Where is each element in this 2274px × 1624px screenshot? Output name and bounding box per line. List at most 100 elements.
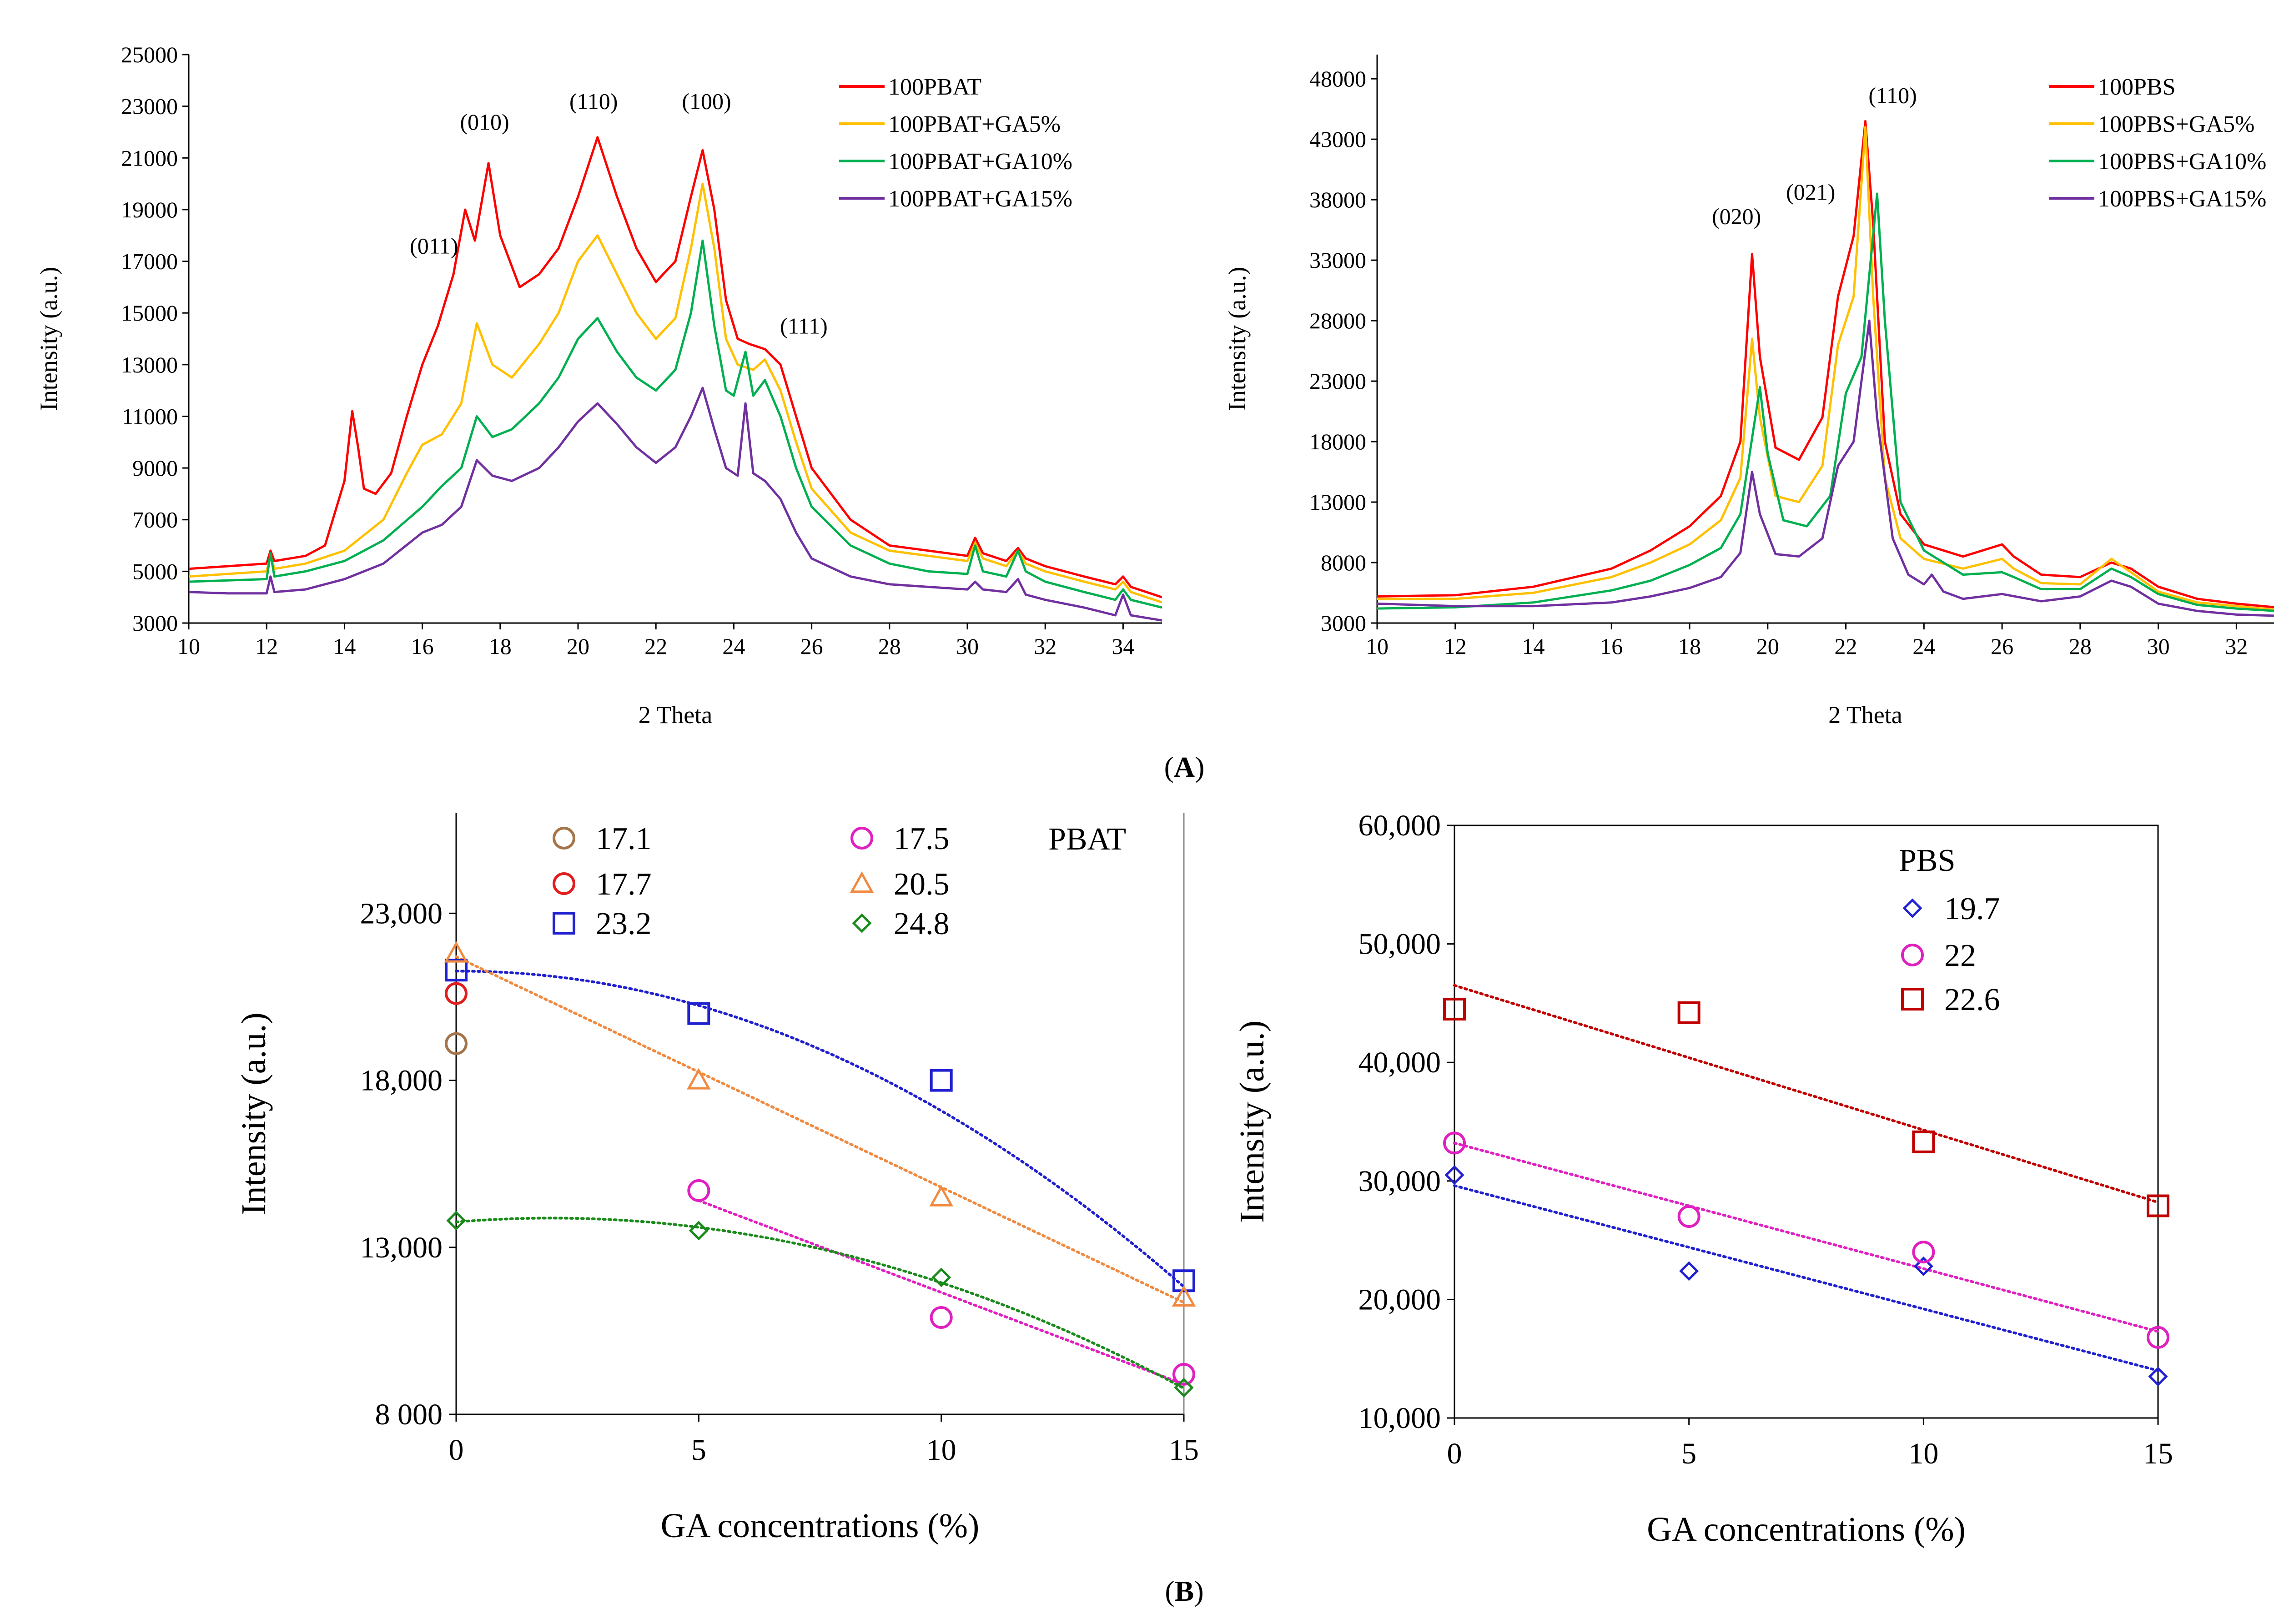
- x-tick-label: 14: [1522, 634, 1545, 659]
- data-point: [553, 872, 575, 895]
- data-point: [1443, 1131, 1466, 1155]
- trend-line: [1453, 984, 2159, 1204]
- data-point: [553, 912, 575, 935]
- x-tick-label: 18: [489, 634, 512, 659]
- plot-frame: [1454, 825, 2159, 1419]
- x-tick-label: 18: [1678, 634, 1701, 659]
- x-tick-label: 26: [1991, 634, 2013, 659]
- data-point: [687, 1002, 710, 1025]
- y-tick-label: 28000: [1309, 308, 1366, 333]
- y-axis-title: Intensity (a.u.): [235, 1012, 273, 1215]
- x-tick-label: 20: [567, 634, 589, 659]
- x-tick-label: 24: [1912, 634, 1935, 659]
- trend-line: [455, 955, 1185, 1304]
- x-axis-title: 2 Theta: [1828, 701, 1902, 729]
- x-tick-label: 30: [2147, 634, 2170, 659]
- y-tick-label: 25000: [121, 42, 178, 67]
- data-point: [445, 1032, 468, 1055]
- legend-label: 24.8: [894, 906, 950, 941]
- x-tick-label: 0: [449, 1433, 464, 1467]
- panel-label-a: (A): [1164, 751, 1205, 783]
- legend-label: 22: [1944, 938, 1976, 973]
- data-point: [2147, 1326, 2169, 1349]
- chart-title: PBAT: [1048, 822, 1126, 857]
- x-tick-label: 12: [1444, 634, 1467, 659]
- data-point: [852, 913, 872, 933]
- peak-annotation: (110): [569, 88, 618, 114]
- x-tick-label: 5: [691, 1433, 706, 1467]
- y-tick-label: 3000: [132, 610, 178, 636]
- series-line: [189, 239, 1162, 609]
- legend-label: 100PBAT+GA5%: [888, 111, 1061, 137]
- y-axis-title: Intensity (a.u.): [1223, 267, 1251, 411]
- x-tick-label: 5: [1681, 1437, 1696, 1470]
- chart-intensity-pbat: 8 000 13,000 18,000 23,000 0 5 10 15 GA concentr…: [235, 813, 1199, 1545]
- series-line: [189, 182, 1162, 603]
- legend-label: 100PBS+GA10%: [2098, 149, 2266, 175]
- series-line: [1377, 126, 2274, 611]
- data-point: [1901, 988, 1924, 1011]
- data-point: [444, 941, 468, 963]
- x-axis-title: GA concentrations (%): [661, 1507, 980, 1545]
- y-tick-label: 5000: [132, 558, 178, 584]
- x-tick-label: 10: [177, 634, 200, 659]
- y-tick-label: 50,000: [1358, 928, 1441, 961]
- data-point: [687, 1179, 710, 1202]
- x-tick-label: 26: [800, 634, 823, 659]
- data-point: [689, 1221, 709, 1241]
- y-tick-label: 9000: [132, 455, 178, 481]
- data-point: [1901, 944, 1924, 966]
- data-point: [1912, 1241, 1935, 1264]
- data-point: [1912, 1130, 1935, 1153]
- legend-label: 17.5: [894, 821, 950, 856]
- x-tick-label: 15: [2143, 1437, 2173, 1470]
- y-tick-label: 33000: [1309, 247, 1366, 273]
- x-tick-label: 20: [1756, 634, 1779, 659]
- legend-label: 100PBS+GA5%: [2098, 111, 2254, 137]
- y-tick-label: 48000: [1309, 66, 1366, 91]
- x-axis-title: 2 Theta: [639, 701, 712, 729]
- y-tick-label: 60,000: [1358, 809, 1441, 842]
- x-tick-label: 14: [333, 634, 356, 659]
- x-tick-label: 34: [1112, 634, 1134, 659]
- chart-xrd-pbat: 3000 5000 7000 9000 11000 13000 15000 17000 1900…: [35, 42, 1162, 729]
- x-tick-label: 0: [1447, 1437, 1462, 1470]
- series-line: [189, 387, 1162, 622]
- chart-title: PBS: [1899, 843, 1956, 878]
- data-point: [446, 1211, 466, 1231]
- y-tick-label: 8 000: [375, 1398, 443, 1431]
- y-tick-label: 7000: [132, 507, 178, 533]
- x-tick-label: 32: [1034, 634, 1057, 659]
- chart-xrd-pbs: 3000 8000 13000 18000 23000 28000 33000 38000 43…: [1223, 55, 2274, 729]
- data-point: [930, 1306, 953, 1329]
- y-tick-label: 3000: [1321, 610, 1366, 636]
- y-axis-title: Intensity (a.u.): [1233, 1021, 1271, 1223]
- y-tick-label: 38000: [1309, 187, 1366, 212]
- trend-line: [455, 970, 1185, 1288]
- peak-annotation: (020): [1712, 203, 1761, 229]
- legend-label: 19.7: [1944, 891, 2000, 926]
- data-point: [1174, 1378, 1194, 1398]
- x-tick-label: 10: [926, 1433, 956, 1467]
- y-axis-title: Intensity (a.u.): [35, 267, 62, 411]
- x-tick-label: 15: [1169, 1433, 1199, 1467]
- data-point: [1172, 1363, 1195, 1386]
- data-point: [850, 871, 874, 893]
- y-tick-label: 15000: [121, 300, 178, 326]
- y-tick-label: 11000: [122, 403, 178, 429]
- peak-annotation: (010): [460, 109, 509, 135]
- data-point: [1172, 1269, 1195, 1292]
- legend-label: 22.6: [1944, 982, 2000, 1017]
- legend-label: 100PBAT+GA10%: [888, 149, 1072, 175]
- data-point: [850, 827, 873, 850]
- y-tick-label: 18000: [1309, 429, 1366, 454]
- data-point: [1443, 997, 1466, 1021]
- y-tick-label: 20,000: [1358, 1283, 1441, 1316]
- series-line: [1377, 192, 2274, 612]
- peak-annotation: (111): [780, 313, 828, 339]
- legend-label: 100PBAT: [888, 74, 981, 100]
- x-tick-label: 10: [1908, 1437, 1938, 1470]
- trend-line: [1453, 1141, 2159, 1333]
- x-tick-label: 22: [644, 634, 667, 659]
